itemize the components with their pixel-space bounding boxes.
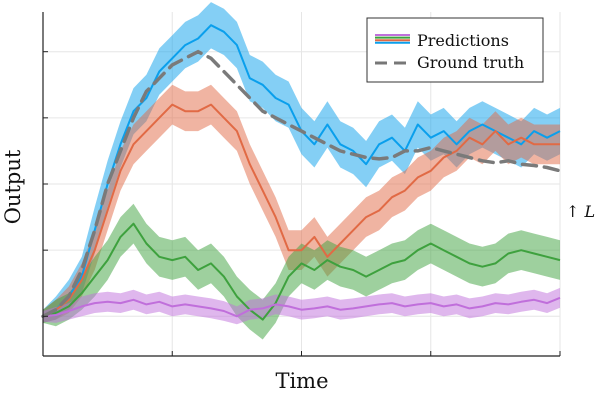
x-axis-title: Time	[275, 369, 328, 393]
confidence-bands	[43, 2, 560, 340]
legend-predictions-swatch	[375, 34, 410, 44]
series-3-band	[43, 287, 560, 325]
series-1-line	[42, 103, 560, 318]
annotation-arrow-label: ↑ L	[566, 202, 595, 221]
axes	[42, 12, 561, 357]
series-2-band	[43, 203, 560, 340]
legend-predictions-label: Predictions	[417, 31, 509, 50]
legend-ground-truth-label: Ground truth	[417, 53, 524, 72]
ground-truth-line	[41, 49, 562, 319]
legend-box	[366, 17, 544, 83]
series-3-line	[42, 296, 561, 318]
series-2-line	[42, 222, 561, 321]
ground-truth-group	[41, 49, 562, 319]
y-axis-title: Output	[1, 149, 25, 224]
legend: Predictions Ground truth	[366, 17, 544, 83]
